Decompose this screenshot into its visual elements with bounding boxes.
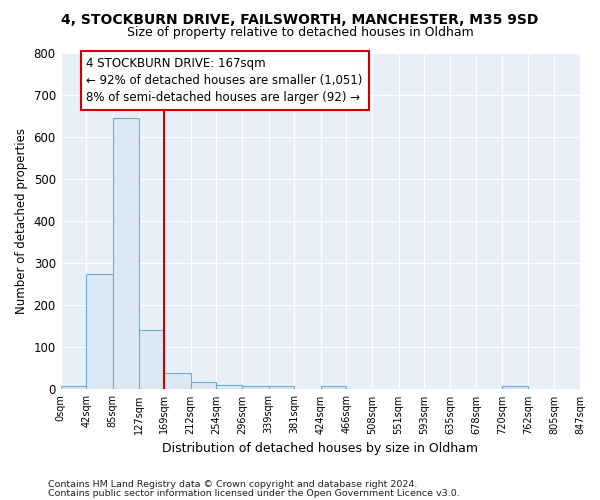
Bar [269,386,294,390]
Y-axis label: Number of detached properties: Number of detached properties [15,128,28,314]
Text: Size of property relative to detached houses in Oldham: Size of property relative to detached ho… [127,26,473,39]
X-axis label: Distribution of detached houses by size in Oldham: Distribution of detached houses by size … [163,442,478,455]
Bar [242,386,269,390]
Bar [86,274,113,390]
Text: 4, STOCKBURN DRIVE, FAILSWORTH, MANCHESTER, M35 9SD: 4, STOCKBURN DRIVE, FAILSWORTH, MANCHEST… [61,12,539,26]
Bar [191,382,217,390]
Bar [217,385,242,390]
Text: 4 STOCKBURN DRIVE: 167sqm
← 92% of detached houses are smaller (1,051)
8% of sem: 4 STOCKBURN DRIVE: 167sqm ← 92% of detac… [86,56,363,104]
Bar [164,374,191,390]
Bar [139,330,164,390]
Bar [320,386,346,390]
Bar [502,386,528,390]
Bar [113,118,139,390]
Bar [61,386,86,390]
Text: Contains public sector information licensed under the Open Government Licence v3: Contains public sector information licen… [48,488,460,498]
Text: Contains HM Land Registry data © Crown copyright and database right 2024.: Contains HM Land Registry data © Crown c… [48,480,418,489]
